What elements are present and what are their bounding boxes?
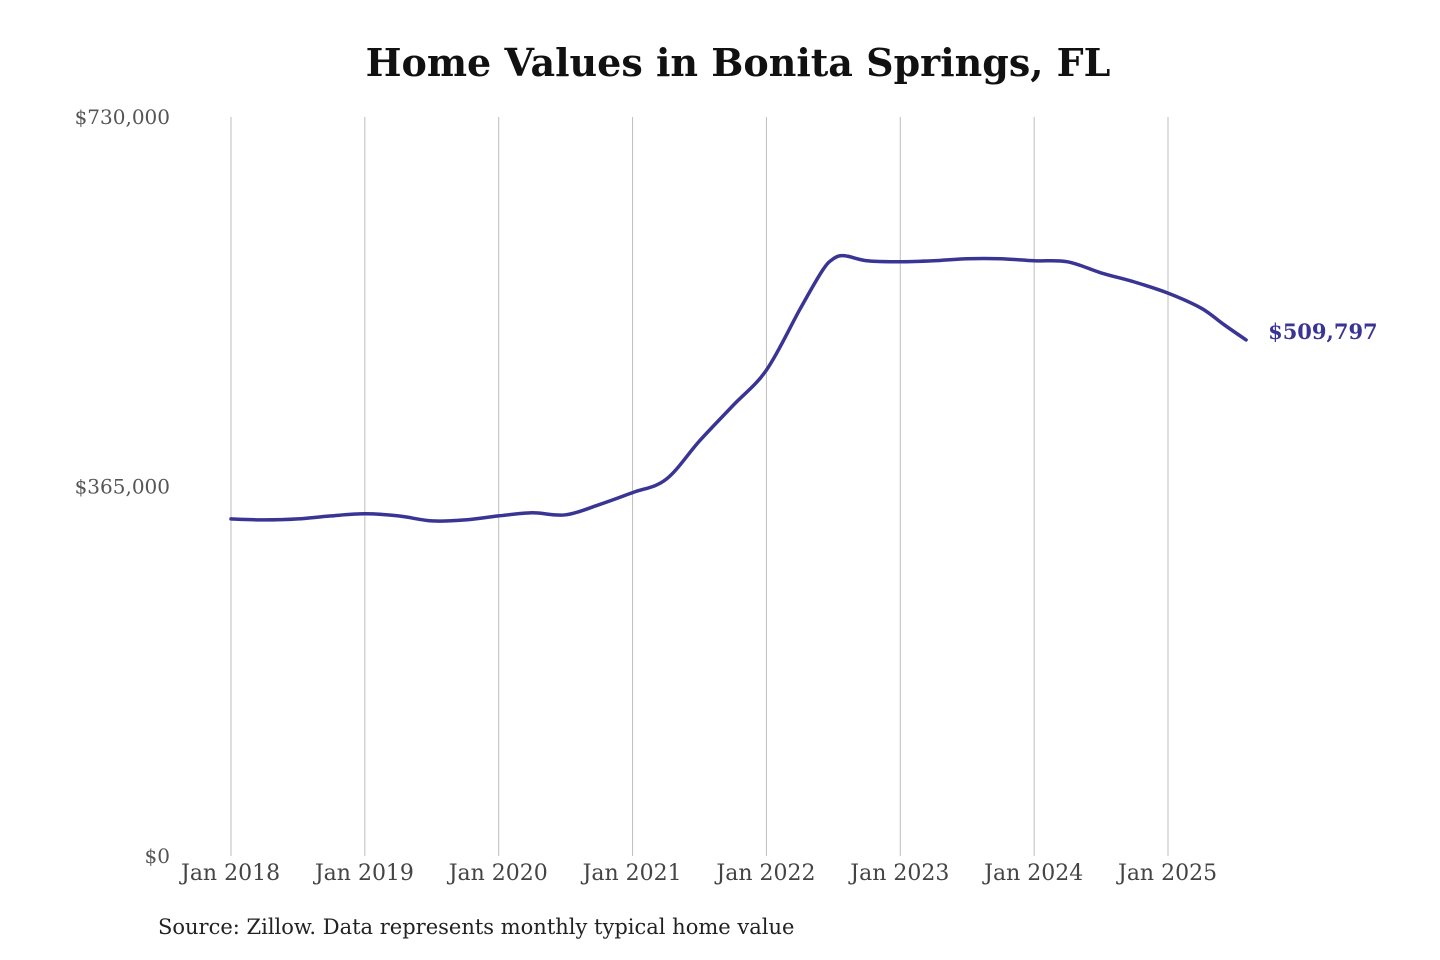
x-tick-label: Jan 2025	[1116, 861, 1217, 886]
x-tick-label: Jan 2024	[982, 861, 1083, 886]
y-tick-label: $365,000	[75, 475, 170, 499]
chart-title: Home Values in Bonita Springs, FL	[365, 40, 1111, 85]
source-note: Source: Zillow. Data represents monthly …	[158, 915, 795, 939]
end-value-label: $509,797	[1268, 319, 1378, 344]
series-line-0	[229, 253, 1248, 523]
x-tick-label: Jan 2018	[179, 861, 280, 886]
x-tick-label: Jan 2021	[581, 861, 682, 886]
x-tick-label: Jan 2019	[313, 861, 414, 886]
series	[229, 253, 1248, 523]
x-axis: Jan 2018 Jan 2019 Jan 2020 Jan 2021 Jan 2022…	[179, 861, 1217, 886]
y-axis: $0 $365,000 $730,000	[75, 105, 170, 868]
y-tick-label: $0	[145, 844, 170, 868]
y-tick-label: $730,000	[75, 105, 170, 129]
end-labels: $509,797	[1268, 319, 1378, 344]
gridlines	[230, 117, 1169, 856]
x-tick-label: Jan 2020	[447, 861, 548, 886]
x-tick-label: Jan 2022	[714, 861, 815, 886]
x-tick-label: Jan 2023	[848, 861, 949, 886]
